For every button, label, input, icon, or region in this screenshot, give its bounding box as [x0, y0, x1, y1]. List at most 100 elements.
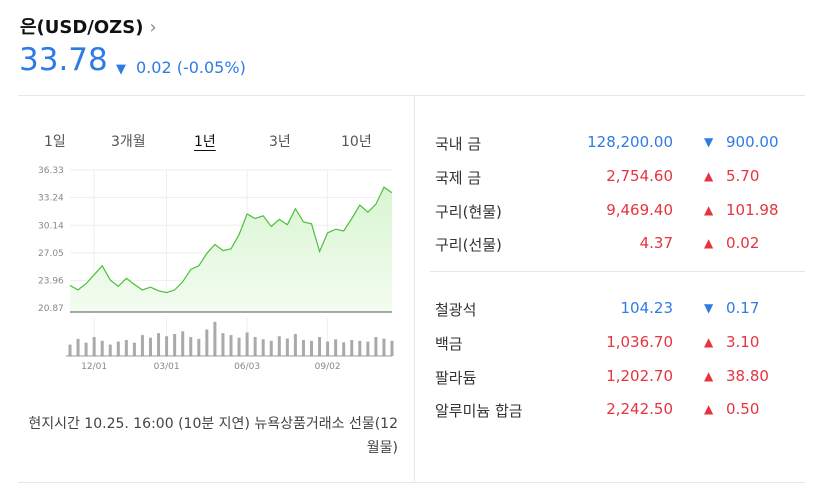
volume-bar	[92, 337, 96, 356]
volume-bar	[285, 338, 289, 356]
item-value: 128,200.00	[587, 133, 673, 151]
tab[interactable]: 3개월	[111, 134, 146, 150]
volume-bar	[293, 333, 297, 356]
item-value: 4.37	[639, 234, 673, 252]
item-name: 철광석	[435, 301, 477, 319]
volume-bar	[116, 341, 120, 356]
volume-bar	[189, 337, 193, 356]
item-value: 1,036.70	[606, 333, 673, 351]
item-change: 5.70	[726, 167, 760, 185]
item-name: 알루미늄 합금	[435, 402, 523, 420]
item-name: 팔라듐	[435, 369, 477, 387]
volume-bar	[173, 333, 177, 356]
table-row[interactable]: 팔라듐 1,202.70 ▲ 38.80	[0, 367, 821, 389]
item-change: 900.00	[726, 133, 779, 151]
volume-bar	[253, 337, 257, 356]
item-change: 0.50	[726, 400, 760, 418]
volume-bar	[318, 337, 322, 356]
item-change: 0.02	[726, 234, 760, 252]
volume-bar	[366, 341, 370, 356]
volume-bar	[205, 329, 209, 356]
x-tick-label: 12/01	[81, 362, 107, 372]
item-value: 2,754.60	[606, 167, 673, 185]
change-arrow: ▼	[116, 62, 126, 77]
tab[interactable]: 1일	[44, 134, 66, 150]
tab[interactable]: 10년	[341, 134, 372, 150]
volume-bar	[390, 340, 394, 356]
volume-bar	[245, 332, 249, 356]
x-tick-label: 06/03	[234, 362, 260, 372]
x-tick-label: 03/01	[154, 362, 180, 372]
chevron: ›	[149, 17, 157, 38]
change-rate: (-0.05%)	[176, 58, 246, 77]
volume-bar	[100, 340, 104, 356]
item-value: 2,242.50	[606, 400, 673, 418]
divider	[18, 482, 805, 483]
y-tick-label: 20.87	[38, 304, 64, 314]
table-row[interactable]: 국제 금 2,754.60 ▲ 5.70	[0, 167, 821, 189]
volume-bar	[310, 340, 313, 356]
y-tick-label: 23.96	[38, 276, 64, 286]
volume-bar	[68, 344, 72, 356]
item-name: 백금	[435, 335, 463, 353]
volume-bar	[140, 335, 144, 356]
item-name: 국내 금	[435, 135, 482, 153]
area	[70, 187, 392, 312]
item-name: 국제 금	[435, 169, 482, 187]
item-arrow: ▲	[704, 236, 714, 250]
volume-bar	[301, 340, 305, 356]
volume-bar	[213, 321, 217, 356]
volume-bar	[237, 337, 241, 356]
y-tick-label: 36.33	[38, 166, 64, 176]
table-row[interactable]: 국내 금 128,200.00 ▼ 900.00	[0, 133, 821, 155]
volume-bar	[197, 338, 201, 356]
volume-bar	[358, 340, 362, 356]
title-text: 은(USD/OZS)	[20, 17, 144, 38]
chart: 20.87 23.96 27.05 30.14 33.24 36.33 12/01 03/01…	[38, 166, 394, 372]
tab[interactable]: 1년	[194, 134, 216, 150]
volume-bar	[124, 340, 128, 356]
title[interactable]: 은(USD/OZS) ›	[20, 13, 157, 39]
change-value: 0.02	[136, 58, 172, 77]
volume-bar	[181, 331, 185, 356]
table-row[interactable]: 철광석 104.23 ▼ 0.17	[0, 299, 821, 321]
table-row[interactable]: 알루미늄 합금 2,242.50 ▲ 0.50	[0, 400, 821, 422]
divider	[430, 271, 805, 272]
y-tick-label: 27.05	[38, 249, 64, 259]
table-row[interactable]: 구리(현물) 9,469.40 ▲ 101.98	[0, 201, 821, 223]
item-change: 101.98	[726, 201, 779, 219]
volume-bar	[108, 344, 112, 356]
item-change: 3.10	[726, 333, 760, 351]
item-arrow: ▲	[704, 402, 714, 416]
volume-bar	[165, 336, 169, 356]
item-value: 9,469.40	[606, 201, 673, 219]
divider	[414, 96, 415, 482]
item-change: 0.17	[726, 299, 760, 317]
item-arrow: ▲	[704, 203, 714, 217]
item-change: 38.80	[726, 367, 769, 385]
item-value: 104.23	[620, 299, 674, 317]
item-arrow: ▼	[704, 135, 714, 149]
price-line	[69, 186, 393, 294]
tab[interactable]: 3년	[269, 134, 291, 150]
item-arrow: ▲	[704, 335, 714, 349]
item-arrow: ▲	[704, 369, 714, 383]
volume-bar	[269, 340, 273, 356]
volume-bar	[326, 341, 330, 356]
y-tick-label: 33.24	[38, 194, 64, 204]
change: ▼ 0.02 (-0.05%)	[116, 58, 246, 77]
price: 33.78	[19, 42, 108, 78]
footer: 현지시간 10.25. 16:00 (10분 지연) 뉴욕상품거래소 선물(12…	[28, 416, 398, 456]
volume-bar	[350, 340, 354, 356]
item-arrow: ▼	[704, 301, 714, 315]
volume-bar	[229, 335, 233, 356]
volume-bar	[342, 342, 346, 356]
volume-bar	[132, 342, 136, 356]
volume-bar	[374, 337, 378, 356]
volume-bar	[261, 339, 265, 356]
table-row[interactable]: 구리(선물) 4.37 ▲ 0.02	[0, 234, 821, 256]
volume-bar	[149, 337, 152, 356]
table-row[interactable]: 백금 1,036.70 ▲ 3.10	[0, 333, 821, 355]
volume-bar	[277, 336, 281, 356]
